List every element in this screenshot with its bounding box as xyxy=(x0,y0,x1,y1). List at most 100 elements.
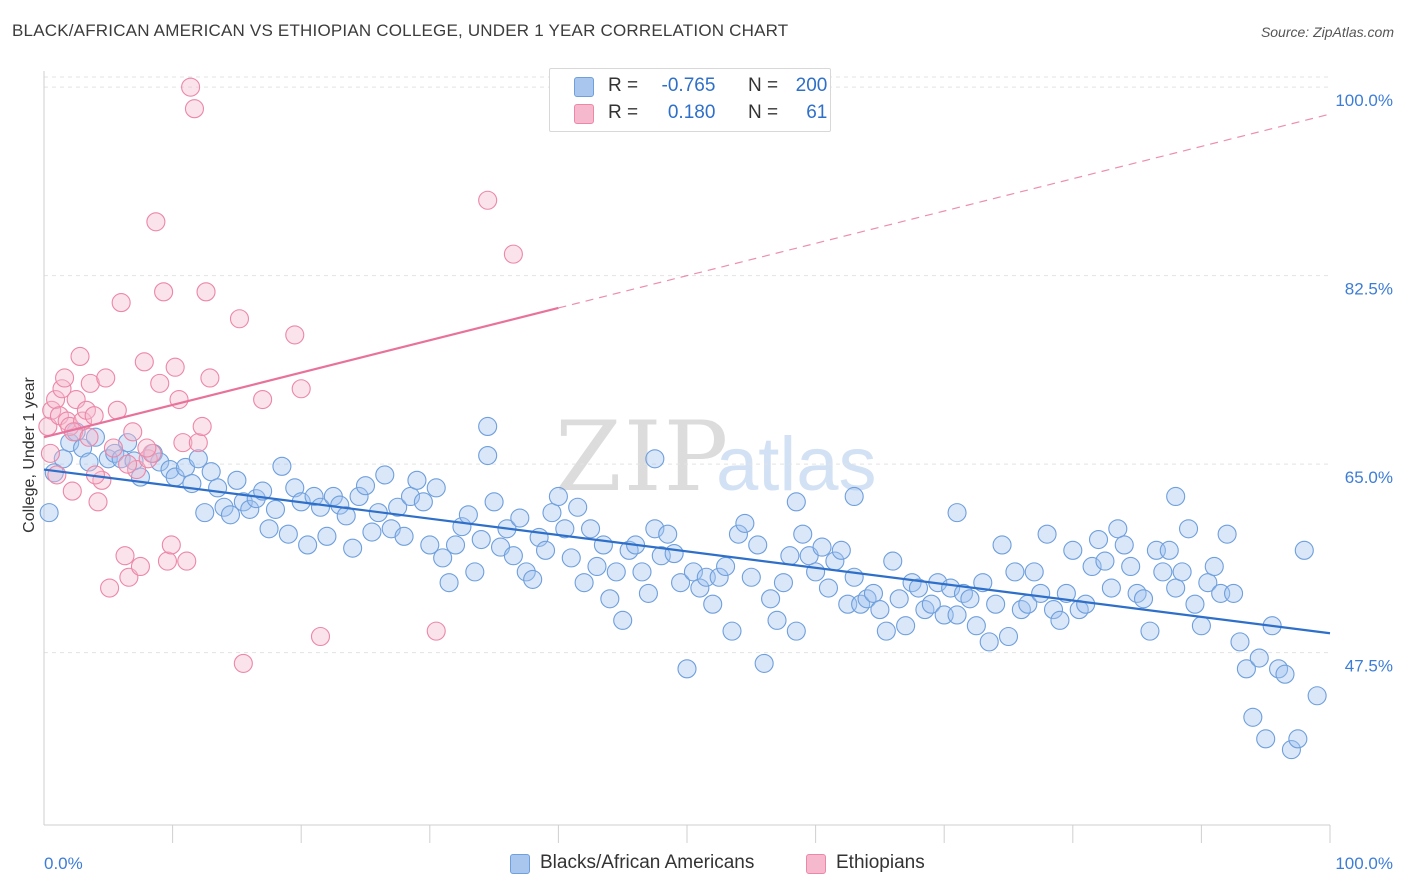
legend-n-value-ethiopians: 61 xyxy=(806,102,828,123)
blacks-point-104 xyxy=(728,524,748,544)
ethiopians-point-37 xyxy=(173,433,193,453)
blacks-point-186 xyxy=(1256,729,1276,749)
blacks-point-58 xyxy=(433,548,453,568)
ethiopians-point-47 xyxy=(253,389,273,410)
blacks-point-82 xyxy=(587,556,607,577)
ethiopians-point-42 xyxy=(192,416,212,437)
blacks-point-143 xyxy=(979,632,999,652)
series-swatch-pink xyxy=(806,854,826,874)
y-axis-title: College, Under 1 year xyxy=(21,377,38,533)
blacks-point-171 xyxy=(1159,540,1179,560)
blacks-point-107 xyxy=(748,535,768,555)
ethiopians-point-54 xyxy=(47,465,67,485)
legend-r-value-blacks: -0.765 xyxy=(661,75,716,96)
blacks-point-166 xyxy=(1127,583,1147,603)
blacks-point-86 xyxy=(613,610,633,630)
blacks-point-133 xyxy=(915,600,935,620)
blacks-point-145 xyxy=(992,535,1012,555)
blacks-point-34 xyxy=(278,524,298,544)
blacks-point-55 xyxy=(413,492,433,512)
blacks-point-102 xyxy=(716,556,736,577)
blacks-point-199 xyxy=(1166,486,1186,507)
blacks-point-195 xyxy=(645,449,665,469)
ethiopians-point-38 xyxy=(177,551,197,571)
blacks-point-126 xyxy=(870,600,890,620)
blacks-point-173 xyxy=(1172,562,1192,582)
legend-n-value-blacks: 200 xyxy=(795,75,828,96)
blacks-point-180 xyxy=(1217,524,1237,544)
legend-swatch-pink xyxy=(574,104,594,124)
blacks-point-80 xyxy=(574,573,594,593)
legend-r-value-ethiopians: 0.180 xyxy=(667,102,716,123)
blacks-point-101 xyxy=(709,567,729,587)
blacks-point-138 xyxy=(947,605,967,625)
blacks-point-108 xyxy=(754,653,774,673)
blacks-point-81 xyxy=(580,519,601,539)
blacks-point-184 xyxy=(1243,707,1263,727)
blacks-point-129 xyxy=(889,589,909,609)
blacks-point-117 xyxy=(812,537,832,557)
ethiopians-point-29 xyxy=(142,443,162,463)
blacks-point-45 xyxy=(349,486,369,507)
blacks-point-140 xyxy=(960,589,980,609)
ethiopians-point-8 xyxy=(62,481,82,501)
blacks-point-177 xyxy=(1198,573,1218,593)
blacks-point-168 xyxy=(1140,621,1160,641)
blacks-point-139 xyxy=(953,583,974,603)
blacks-point-170 xyxy=(1153,562,1173,582)
blacks-point-0 xyxy=(39,503,59,523)
blacks-point-176 xyxy=(1191,616,1211,636)
blacks-point-110 xyxy=(767,610,787,630)
blacks-point-56 xyxy=(420,535,440,555)
blacks-point-183 xyxy=(1236,659,1256,679)
blacks-point-161 xyxy=(1095,551,1115,571)
blacks-point-5 xyxy=(73,438,93,458)
blacks-point-112 xyxy=(780,546,800,566)
ethiopians-point-2 xyxy=(46,389,66,410)
blacks-point-69 xyxy=(503,546,523,566)
y-tick-label-3: 100.0% xyxy=(1335,91,1393,110)
blacks-point-84 xyxy=(600,589,620,609)
series-legend: Blacks/African Americans Ethiopians xyxy=(0,852,1406,878)
blacks-point-72 xyxy=(523,569,543,589)
blacks-point-2 xyxy=(53,449,73,469)
blacks-point-181 xyxy=(1224,583,1244,603)
ethiopians-point-46 xyxy=(229,309,250,329)
blacks-point-144 xyxy=(986,594,1006,614)
blacks-point-174 xyxy=(1178,519,1199,539)
ethiopians-point-18 xyxy=(100,578,120,598)
blacks-point-53 xyxy=(400,486,421,507)
ethiopians-point-26 xyxy=(130,556,150,577)
y-tick-label-0: 47.5% xyxy=(1345,657,1393,676)
series-swatch-blue xyxy=(510,854,530,874)
ethiopians-point-44 xyxy=(200,368,220,388)
ethiopians-point-31 xyxy=(150,373,170,393)
blacks-point-156 xyxy=(1063,540,1083,560)
blacks-point-175 xyxy=(1185,594,1205,614)
legend-r-label: R = xyxy=(608,102,639,123)
blacks-point-164 xyxy=(1114,535,1134,555)
blacks-point-75 xyxy=(542,503,562,523)
blacks-point-87 xyxy=(619,540,639,560)
blacks-point-35 xyxy=(285,478,305,498)
blacks-point-93 xyxy=(658,524,678,544)
blacks-point-150 xyxy=(1024,562,1044,582)
blacks-point-21 xyxy=(195,503,215,523)
legend-r-label: R = xyxy=(608,75,639,96)
ethiopians-point-34 xyxy=(161,535,181,555)
blacks-point-159 xyxy=(1082,556,1102,577)
blacks-point-146 xyxy=(998,626,1019,647)
blacks-point-125 xyxy=(863,583,884,603)
blacks-point-85 xyxy=(606,562,626,582)
blacks-point-131 xyxy=(902,573,922,593)
blacks-point-57 xyxy=(426,478,446,498)
chart-title: BLACK/AFRICAN AMERICAN VS ETHIOPIAN COLL… xyxy=(12,21,789,40)
blacks-point-118 xyxy=(818,578,839,598)
ethiopians-point-57 xyxy=(118,454,138,474)
ethiopians-point-56 xyxy=(79,427,99,447)
blacks-point-197 xyxy=(844,486,864,507)
blacks-point-77 xyxy=(555,519,575,539)
blacks-point-189 xyxy=(1275,664,1295,684)
blacks-point-130 xyxy=(896,616,916,636)
